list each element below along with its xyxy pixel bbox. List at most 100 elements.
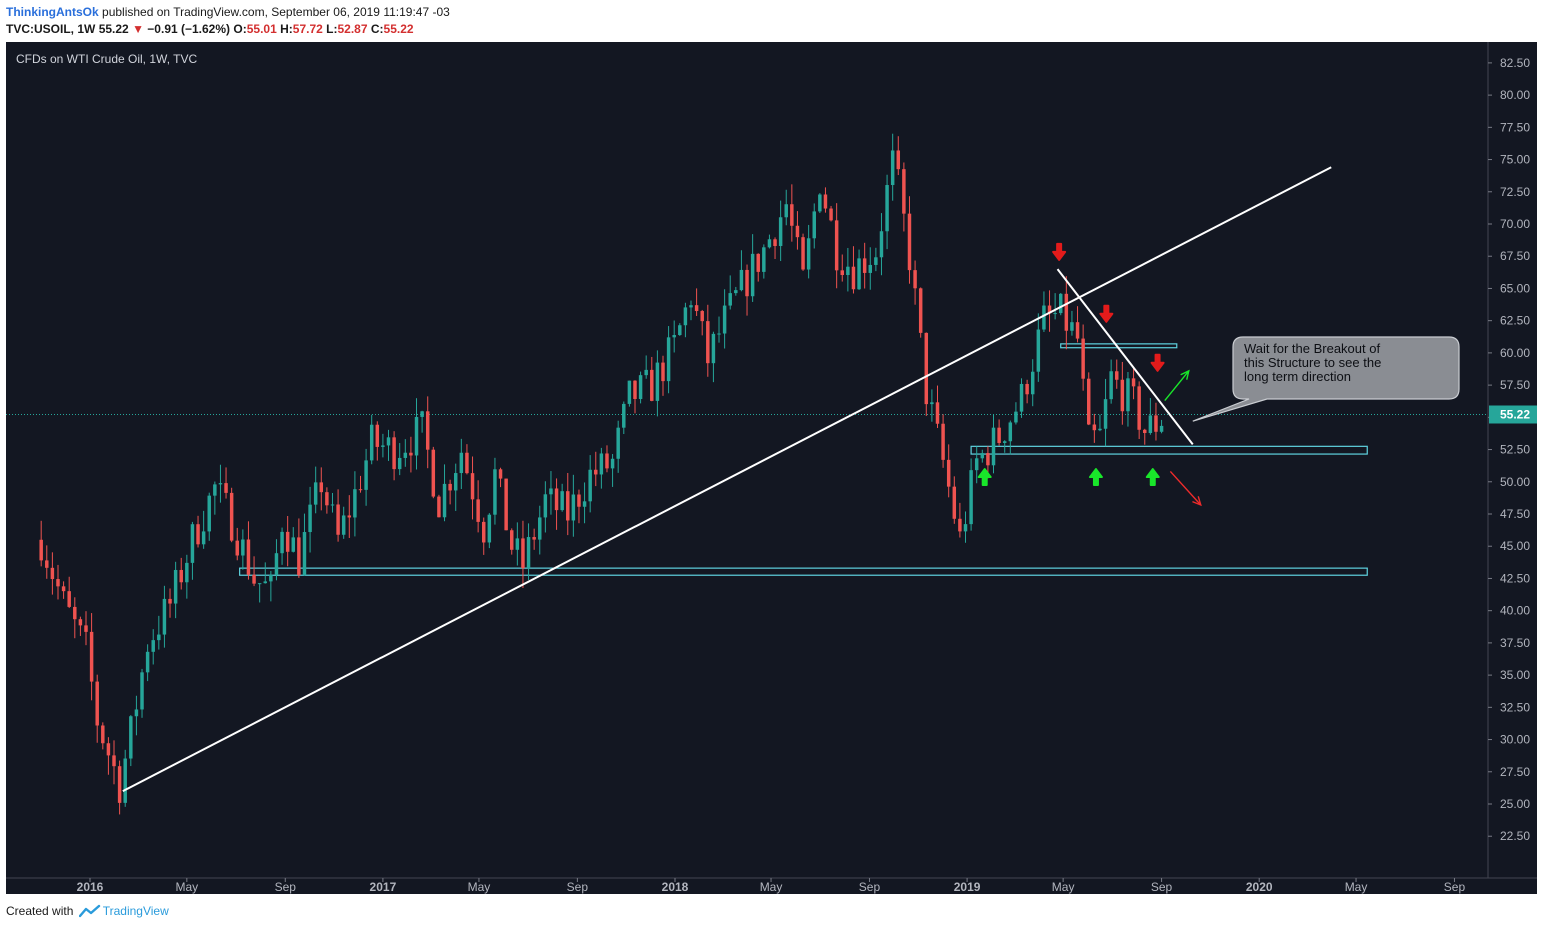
candle-down (795, 225, 800, 238)
candle-down (476, 499, 480, 522)
candle-up (1042, 305, 1046, 330)
candle-down (425, 411, 430, 450)
candle-up (560, 491, 564, 511)
candle-down (801, 237, 805, 270)
candle-down (958, 518, 962, 532)
candle-up (1109, 371, 1113, 400)
support-zone-lower (239, 567, 1368, 576)
candle-down (67, 591, 71, 607)
candle-up (963, 524, 968, 532)
candle-up (190, 524, 195, 563)
candle-down (706, 321, 710, 364)
candle-down (358, 489, 363, 491)
candle-up (734, 290, 738, 294)
red-down-arrow-icon (1099, 304, 1114, 323)
chart-area[interactable]: 82.50 80.00 77.50 75.00 72.50 70.00 67.50 65.00… (6, 42, 1537, 894)
candle-down (773, 239, 777, 247)
candle-up (140, 672, 144, 710)
candle-down (1092, 424, 1097, 431)
author-name[interactable]: ThinkingAntsOk (6, 5, 99, 19)
y-tick-label: 57.50 (1500, 378, 1530, 392)
chart-background (6, 42, 1537, 894)
candle-up (207, 495, 211, 532)
candle-down (325, 492, 329, 506)
y-tick-label: 52.50 (1500, 443, 1530, 457)
red-breakdown-arrow-icon-shaft (1169, 470, 1202, 506)
candle-up (571, 494, 576, 521)
candle-up (218, 483, 223, 485)
publish-line: ThinkingAntsOk published on TradingView.… (6, 4, 450, 21)
candle-up (616, 427, 620, 459)
candle-down (694, 305, 699, 312)
price-change: −0.91 (−1.62%) (147, 22, 231, 36)
green-breakout-arrow-icon (1164, 369, 1190, 402)
candle-up (806, 238, 811, 270)
candle-up (213, 484, 217, 496)
candle-down (510, 530, 514, 550)
candle-down (319, 482, 324, 493)
last-price: 55.22 (98, 22, 129, 36)
candle-down (336, 504, 340, 535)
candle-down (1120, 379, 1125, 412)
candle-down (862, 258, 867, 273)
y-tick-label: 80.00 (1500, 88, 1530, 102)
candle-down (229, 492, 234, 541)
candle-down (95, 681, 99, 726)
chart-canvas[interactable]: 82.50 80.00 77.50 75.00 72.50 70.00 67.50 65.00… (6, 42, 1537, 894)
candle-up (308, 504, 312, 533)
candle-up (722, 305, 727, 334)
x-tick-label: Sep (1444, 880, 1466, 894)
candle-down (1064, 293, 1069, 331)
candle-down (50, 567, 55, 580)
candle-up (173, 569, 178, 604)
candle-down (112, 755, 116, 767)
candle-up (1148, 415, 1153, 434)
candle-down (78, 619, 83, 626)
candle-down (39, 539, 43, 561)
candle-down (823, 194, 828, 209)
x-tick-label: May (175, 880, 198, 894)
candle-down (61, 586, 66, 592)
candle-up (980, 453, 985, 459)
candle-down (532, 537, 536, 540)
candle-up (263, 581, 267, 584)
candle-down (1115, 371, 1119, 380)
candle-down (913, 270, 917, 289)
candle-up (879, 231, 884, 258)
candle-up (241, 539, 245, 556)
candle-down (437, 496, 441, 518)
candle-down (829, 208, 833, 221)
candle-up (717, 333, 721, 335)
candle-up (543, 494, 548, 518)
candle-up (185, 562, 189, 583)
candle-up (974, 458, 979, 471)
candle-down (448, 483, 452, 491)
candle-down (834, 220, 839, 271)
candle-down (650, 369, 654, 401)
candle-up (762, 247, 766, 272)
open-label: O: (233, 22, 247, 36)
high-value: 57.72 (292, 22, 323, 36)
candle-down (790, 204, 794, 226)
x-tick-label: May (1345, 880, 1368, 894)
symbol-line: TVC:USOIL, 1W 55.22 ▼ −0.91 (−1.62%) O:5… (6, 21, 450, 38)
y-tick-label: 72.50 (1500, 185, 1530, 199)
candle-down (246, 539, 251, 575)
candle-up (739, 269, 744, 291)
ascending-trendline (122, 166, 1332, 792)
candle-down (84, 625, 88, 632)
red-breakdown-arrow-icon-head (1192, 496, 1202, 507)
candle-down (235, 540, 239, 556)
symbol-name: TVC:USOIL, 1W (6, 22, 96, 36)
candle-up (201, 531, 206, 545)
annotation-callout (1192, 336, 1460, 422)
red-down-arrow-icon (1052, 242, 1067, 261)
candle-down (577, 494, 581, 507)
x-tick-label: 2019 (954, 880, 981, 894)
candle-down (896, 150, 901, 170)
x-tick-label: May (760, 880, 783, 894)
red-down-arrow-icon (1150, 353, 1165, 372)
tradingview-brand[interactable]: TradingView (102, 904, 169, 918)
y-tick-label: 25.00 (1500, 797, 1530, 811)
candle-up (1030, 371, 1035, 395)
